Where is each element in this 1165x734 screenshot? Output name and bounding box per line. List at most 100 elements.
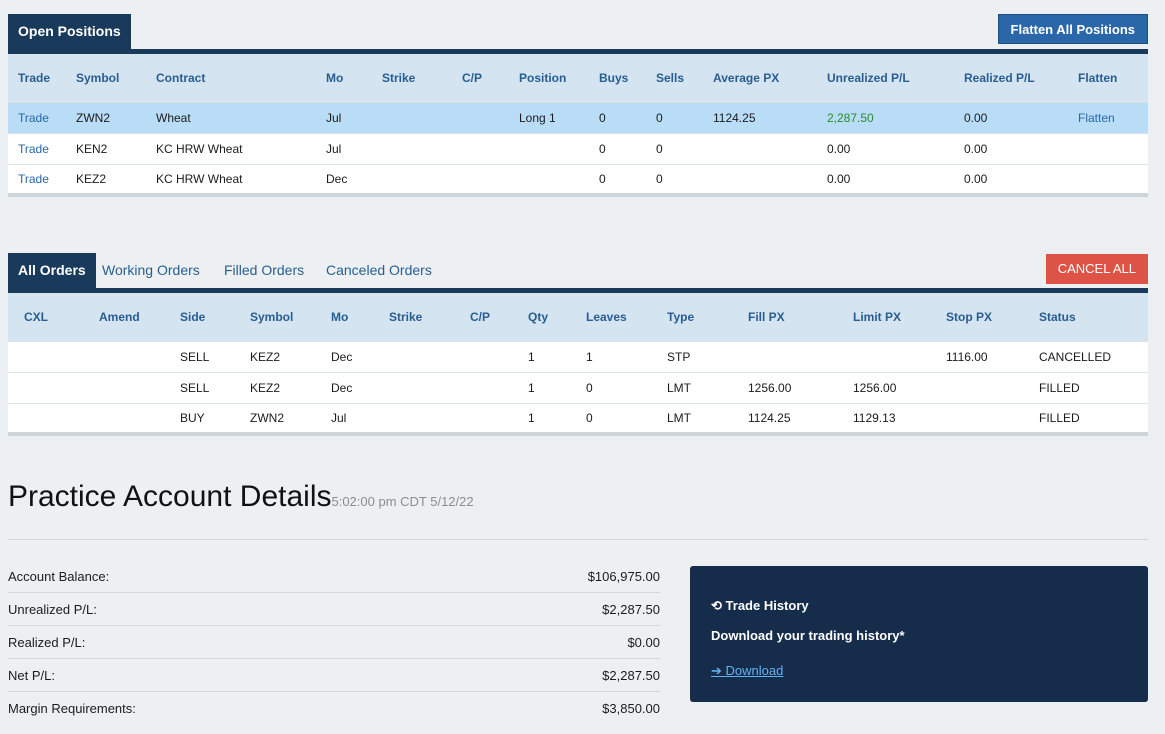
- open-positions-panel: Open Positions Trade Symbol Contract Mo …: [8, 14, 1148, 197]
- details-timestamp: 5:02:00 pm CDT 5/12/22: [331, 494, 474, 509]
- col-amend[interactable]: Amend: [99, 309, 140, 324]
- col-cp[interactable]: C/P: [462, 70, 483, 85]
- list-item: Margin Requirements: $3,850.00: [8, 692, 660, 725]
- type-cell: STP: [657, 340, 738, 372]
- symbol-cell: KEZ2: [240, 371, 321, 403]
- history-icon: ⟲: [711, 598, 722, 613]
- col-type[interactable]: Type: [667, 309, 695, 324]
- col-sells[interactable]: Sells: [656, 70, 685, 85]
- flatten-link[interactable]: [1068, 163, 1148, 197]
- col-buys[interactable]: Buys: [599, 70, 629, 85]
- qty-cell: 1: [518, 340, 576, 372]
- type-cell: LMT: [657, 402, 738, 436]
- col-strike[interactable]: Strike: [382, 70, 416, 85]
- col-symbol[interactable]: Symbol: [76, 70, 120, 85]
- trade-link[interactable]: Trade: [8, 132, 66, 164]
- qty-cell: 1: [518, 402, 576, 436]
- col-trade[interactable]: Trade: [18, 70, 51, 85]
- account-value: $2,287.50: [602, 601, 660, 617]
- limit-px-cell: [843, 340, 936, 372]
- leaves-cell: 0: [576, 402, 657, 436]
- table-row[interactable]: Trade ZWN2 Wheat Jul Long 1 0 0 1124.25 …: [8, 101, 1148, 133]
- symbol-cell: KEZ2: [240, 340, 321, 372]
- tab-working-orders[interactable]: Working Orders: [102, 262, 200, 278]
- realized-pl-cell: 0.00: [954, 163, 1068, 197]
- list-item: Net P/L: $2,287.50: [8, 659, 660, 692]
- side-cell: SELL: [170, 371, 240, 403]
- col-average-px[interactable]: Average PX: [713, 70, 780, 85]
- trade-history-card: ⟲ Trade History Download your trading hi…: [690, 566, 1148, 702]
- symbol-cell: ZWN2: [66, 101, 146, 133]
- orders-panel: All Orders Working Orders Filled Orders …: [8, 253, 1148, 436]
- realized-pl-cell: 0.00: [954, 132, 1068, 164]
- cancel-all-button[interactable]: CANCEL ALL: [1045, 254, 1148, 284]
- cxl-cell: [8, 340, 89, 372]
- orders-table: CXL Amend Side Symbol Mo Strike C/P Qty …: [8, 293, 1148, 436]
- col-leaves[interactable]: Leaves: [586, 309, 627, 324]
- col-side[interactable]: Side: [180, 309, 206, 324]
- strike-cell: [379, 340, 460, 372]
- list-item: Unrealized P/L: $2,287.50: [8, 593, 660, 626]
- tab-all-orders[interactable]: All Orders: [8, 253, 96, 288]
- side-cell: SELL: [170, 340, 240, 372]
- stop-px-cell: 1116.00: [936, 340, 1029, 372]
- table-row[interactable]: Trade KEZ2 KC HRW Wheat Dec 0 0 0.00 0.0…: [8, 163, 1148, 197]
- trade-link[interactable]: Trade: [8, 101, 66, 133]
- orders-header-row: CXL Amend Side Symbol Mo Strike C/P Qty …: [8, 293, 1148, 341]
- col-contract[interactable]: Contract: [156, 70, 206, 85]
- col-limit-px[interactable]: Limit PX: [853, 309, 902, 324]
- trade-link[interactable]: Trade: [8, 163, 66, 197]
- flatten-link[interactable]: Flatten: [1068, 101, 1148, 133]
- cp-cell: [452, 163, 509, 197]
- cp-cell: [460, 340, 518, 372]
- amend-cell: [89, 371, 170, 403]
- average-px-cell: [703, 163, 817, 197]
- col-mo[interactable]: Mo: [326, 70, 344, 85]
- col-status[interactable]: Status: [1039, 309, 1076, 324]
- fill-px-cell: 1124.25: [738, 402, 843, 436]
- col-cp[interactable]: C/P: [470, 309, 491, 324]
- col-symbol[interactable]: Symbol: [250, 309, 294, 324]
- list-item: Account Balance: $106,975.00: [8, 560, 660, 593]
- account-value: $2,287.50: [602, 667, 660, 683]
- download-link[interactable]: ➔ Download: [711, 663, 783, 679]
- strike-cell: [379, 371, 460, 403]
- limit-px-cell: 1256.00: [843, 371, 936, 403]
- tab-filled-orders[interactable]: Filled Orders: [224, 262, 305, 278]
- positions-header-row: Trade Symbol Contract Mo Strike C/P Posi…: [8, 54, 1148, 102]
- col-fill-px[interactable]: Fill PX: [748, 309, 785, 324]
- strike-cell: [372, 101, 452, 133]
- col-mo[interactable]: Mo: [331, 309, 349, 324]
- trade-history-title: ⟲ Trade History: [711, 598, 809, 614]
- buys-cell: 0: [589, 101, 646, 133]
- col-qty[interactable]: Qty: [528, 309, 549, 324]
- col-strike[interactable]: Strike: [389, 309, 423, 324]
- col-cxl[interactable]: CXL: [24, 309, 48, 324]
- strike-cell: [379, 402, 460, 436]
- col-flatten[interactable]: Flatten: [1078, 70, 1118, 85]
- positions-tabbar: Open Positions: [8, 14, 1148, 54]
- limit-px-cell: 1129.13: [843, 402, 936, 436]
- cxl-cell: [8, 402, 89, 436]
- arrow-right-icon: ➔: [711, 663, 722, 678]
- position-cell: [509, 163, 589, 197]
- realized-pl-cell: 0.00: [954, 101, 1068, 133]
- table-row: SELL KEZ2 Dec 1 0 LMT 1256.00 1256.00 FI…: [8, 371, 1148, 403]
- download-link-text[interactable]: Download: [725, 663, 784, 678]
- col-stop-px[interactable]: Stop PX: [946, 309, 993, 324]
- flatten-all-positions-button[interactable]: Flatten All Positions: [997, 14, 1148, 44]
- tab-open-positions[interactable]: Open Positions: [8, 14, 131, 49]
- mo-cell: Jul: [316, 132, 372, 164]
- col-realized-pl[interactable]: Realized P/L: [964, 70, 1035, 85]
- position-cell: Long 1: [509, 101, 589, 133]
- status-cell: FILLED: [1029, 371, 1148, 403]
- flatten-link[interactable]: [1068, 132, 1148, 164]
- mo-cell: Jul: [316, 101, 372, 133]
- col-unrealized-pl[interactable]: Unrealized P/L: [827, 70, 910, 85]
- orders-tabbar: All Orders Working Orders Filled Orders …: [8, 253, 1148, 293]
- table-row[interactable]: Trade KEN2 KC HRW Wheat Jul 0 0 0.00 0.0…: [8, 132, 1148, 164]
- col-position[interactable]: Position: [519, 70, 567, 85]
- details-title-text: Practice Account Details: [8, 480, 332, 513]
- tab-canceled-orders[interactable]: Canceled Orders: [326, 262, 432, 278]
- sells-cell: 0: [646, 132, 703, 164]
